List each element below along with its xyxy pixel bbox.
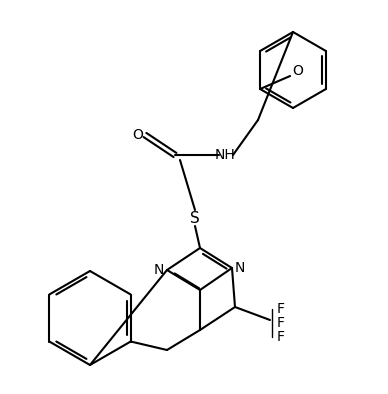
Text: S: S: [190, 210, 200, 225]
Text: O: O: [292, 64, 303, 78]
Text: N: N: [154, 263, 164, 277]
Text: N: N: [235, 261, 245, 275]
Text: F: F: [277, 302, 285, 316]
Text: F: F: [277, 316, 285, 330]
Text: NH: NH: [215, 148, 236, 162]
Text: F: F: [277, 330, 285, 344]
Text: O: O: [133, 128, 144, 142]
